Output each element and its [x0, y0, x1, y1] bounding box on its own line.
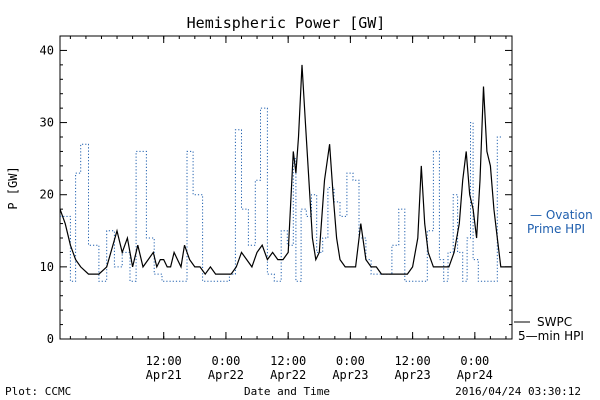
plot-credit: Plot: CCMC — [5, 385, 71, 398]
x-tick-label-date: Apr21 — [146, 368, 182, 382]
legend-ovation-line2: Prime HPI — [527, 222, 585, 236]
x-tick-label-date: Apr22 — [270, 368, 306, 382]
x-tick-label-time: 12:00 — [395, 354, 431, 368]
x-tick-label-time: 12:00 — [270, 354, 306, 368]
x-tick-label-date: Apr22 — [208, 368, 244, 382]
x-tick-label-time: 0:00 — [336, 354, 365, 368]
y-tick-label: 40 — [40, 43, 54, 57]
x-tick-label-date: Apr23 — [395, 368, 431, 382]
y-tick-label: 20 — [40, 188, 54, 202]
plot-frame — [59, 35, 513, 340]
legend-swpc-line2: 5—min HPI — [518, 329, 584, 343]
y-tick-label: 30 — [40, 116, 54, 130]
x-tick-label-date: Apr23 — [332, 368, 368, 382]
x-tick-label-time: 12:00 — [146, 354, 182, 368]
series-swpc-line — [59, 64, 512, 276]
y-axis: 0 10 20 30 40 — [40, 43, 512, 346]
y-tick-label: 10 — [40, 260, 54, 274]
legend-ovation-line1: — Ovation — [530, 208, 593, 222]
plot-timestamp: 2016/04/24 03:30:12 — [455, 385, 581, 398]
x-tick-label-time: 0:00 — [211, 354, 240, 368]
series-ovation-prime-line — [60, 107, 502, 282]
chart-title: Hemispheric Power [GW] — [187, 14, 386, 32]
x-tick-label-time: 0:00 — [460, 354, 489, 368]
x-axis-label: Date and Time — [244, 385, 330, 398]
y-axis-label: P [GW] — [6, 166, 20, 209]
y-tick-label: 0 — [47, 332, 54, 346]
x-axis: 12:00Apr210:00Apr2212:00Apr220:00Apr2312… — [69, 36, 507, 382]
x-tick-label-date: Apr24 — [457, 368, 493, 382]
series-layer — [59, 64, 512, 282]
legend-swpc-line1: SWPC — [537, 315, 572, 329]
